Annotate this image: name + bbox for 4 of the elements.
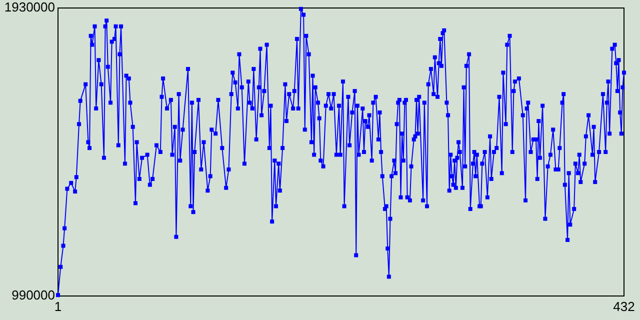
y-tick-label: 990000 <box>12 287 55 302</box>
x-tick-label: 432 <box>613 299 635 314</box>
x-tick-label: 1 <box>54 299 62 314</box>
y-tick-label: 1930000 <box>4 0 55 14</box>
